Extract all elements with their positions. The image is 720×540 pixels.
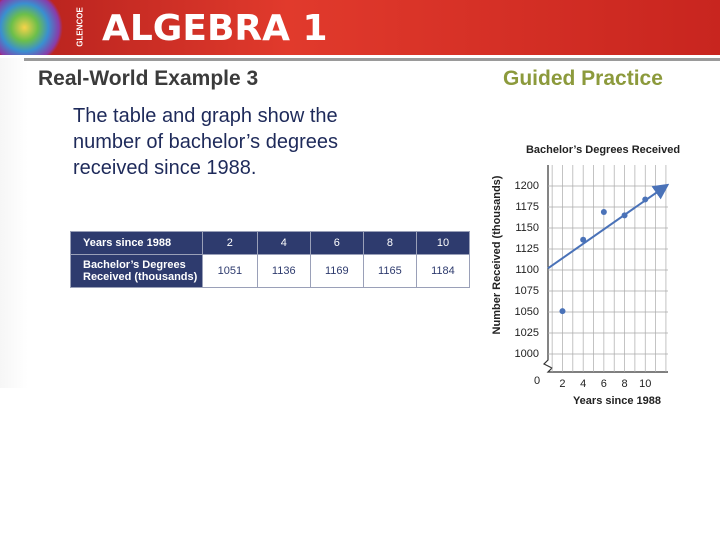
y-tick-label: 1150 [515, 222, 539, 234]
logo-swirl [0, 0, 70, 55]
table-row: Bachelor’s Degrees Received (thousands) 1… [70, 254, 471, 288]
y-tick-label: 1100 [515, 264, 539, 276]
table-cell: 4 [256, 231, 311, 255]
table-cell: Bachelor’s Degrees Received (thousands) [70, 254, 203, 288]
x-tick-label: 6 [601, 378, 607, 390]
rule [24, 58, 720, 61]
table-cell: 6 [309, 231, 364, 255]
origin-label: 0 [534, 375, 540, 387]
x-axis-label: Years since 1988 [573, 395, 661, 407]
body-line: number of bachelor’s degrees [73, 131, 338, 153]
table-cell: 1184 [415, 254, 471, 288]
x-tick-label: 8 [621, 378, 627, 390]
header-title: ALGEBRA 1 [102, 8, 328, 49]
point [642, 196, 649, 203]
table-cell: Years since 1988 [70, 231, 203, 255]
axes [542, 165, 668, 373]
header-bar [0, 0, 720, 55]
body-line: The table and graph show the [73, 105, 338, 127]
y-tick-label: 1125 [515, 243, 539, 255]
side-shade [0, 58, 28, 388]
y-tick-label: 1175 [515, 201, 539, 213]
y-axis-label: Number Received (thousands) [491, 175, 503, 334]
point [559, 308, 566, 315]
body-line: received since 1988. [73, 157, 257, 179]
table-row: Years since 1988 2 4 6 8 10 [70, 231, 471, 255]
point [600, 209, 607, 216]
x-tick-label: 2 [559, 378, 565, 390]
point [621, 212, 628, 219]
chart-title: Bachelor’s Degrees Received [526, 144, 680, 156]
section-aside: Guided Practice [503, 67, 663, 90]
y-tick-label: 1025 [515, 327, 539, 339]
point [580, 236, 587, 243]
section-title: Real-World Example 3 [38, 67, 259, 90]
y-tick-label: 1050 [515, 306, 539, 318]
table-cell: 1169 [309, 254, 364, 288]
table-cell: 1136 [256, 254, 311, 288]
y-tick-label: 1075 [515, 285, 539, 297]
y-tick-label: 1200 [515, 180, 539, 192]
x-tick-label: 4 [580, 378, 586, 390]
x-tick-label: 10 [639, 378, 651, 390]
y-tick-label: 1000 [515, 348, 539, 360]
table-cell: 1165 [362, 254, 417, 288]
data-table: Years since 1988 2 4 6 8 10 Bachelor’s Degrees… [70, 231, 471, 288]
trend-line [547, 183, 670, 270]
